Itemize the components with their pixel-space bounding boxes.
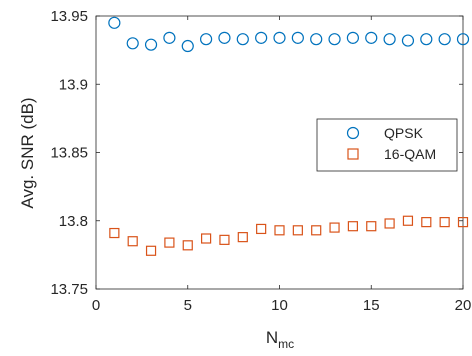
x-tick-label: 15 [363, 297, 380, 314]
legend-label-16qam: 16-QAM [384, 146, 436, 162]
y-tick-label: 13.8 [59, 213, 88, 230]
y-tick-label: 13.95 [50, 8, 88, 25]
x-tick-label: 0 [92, 297, 100, 314]
y-axis-label: Avg. SNR (dB) [18, 97, 37, 208]
x-tick-label: 20 [455, 297, 472, 314]
x-tick-label: 5 [184, 297, 192, 314]
y-tick-label: 13.85 [50, 145, 88, 162]
y-tick-label: 13.75 [50, 281, 88, 298]
legend: QPSK 16-QAM [317, 119, 457, 171]
x-axis-label: Nmc [266, 328, 294, 351]
y-tick-label: 13.9 [59, 76, 88, 93]
x-tick-label: 10 [271, 297, 288, 314]
legend-label-qpsk: QPSK [384, 125, 424, 141]
